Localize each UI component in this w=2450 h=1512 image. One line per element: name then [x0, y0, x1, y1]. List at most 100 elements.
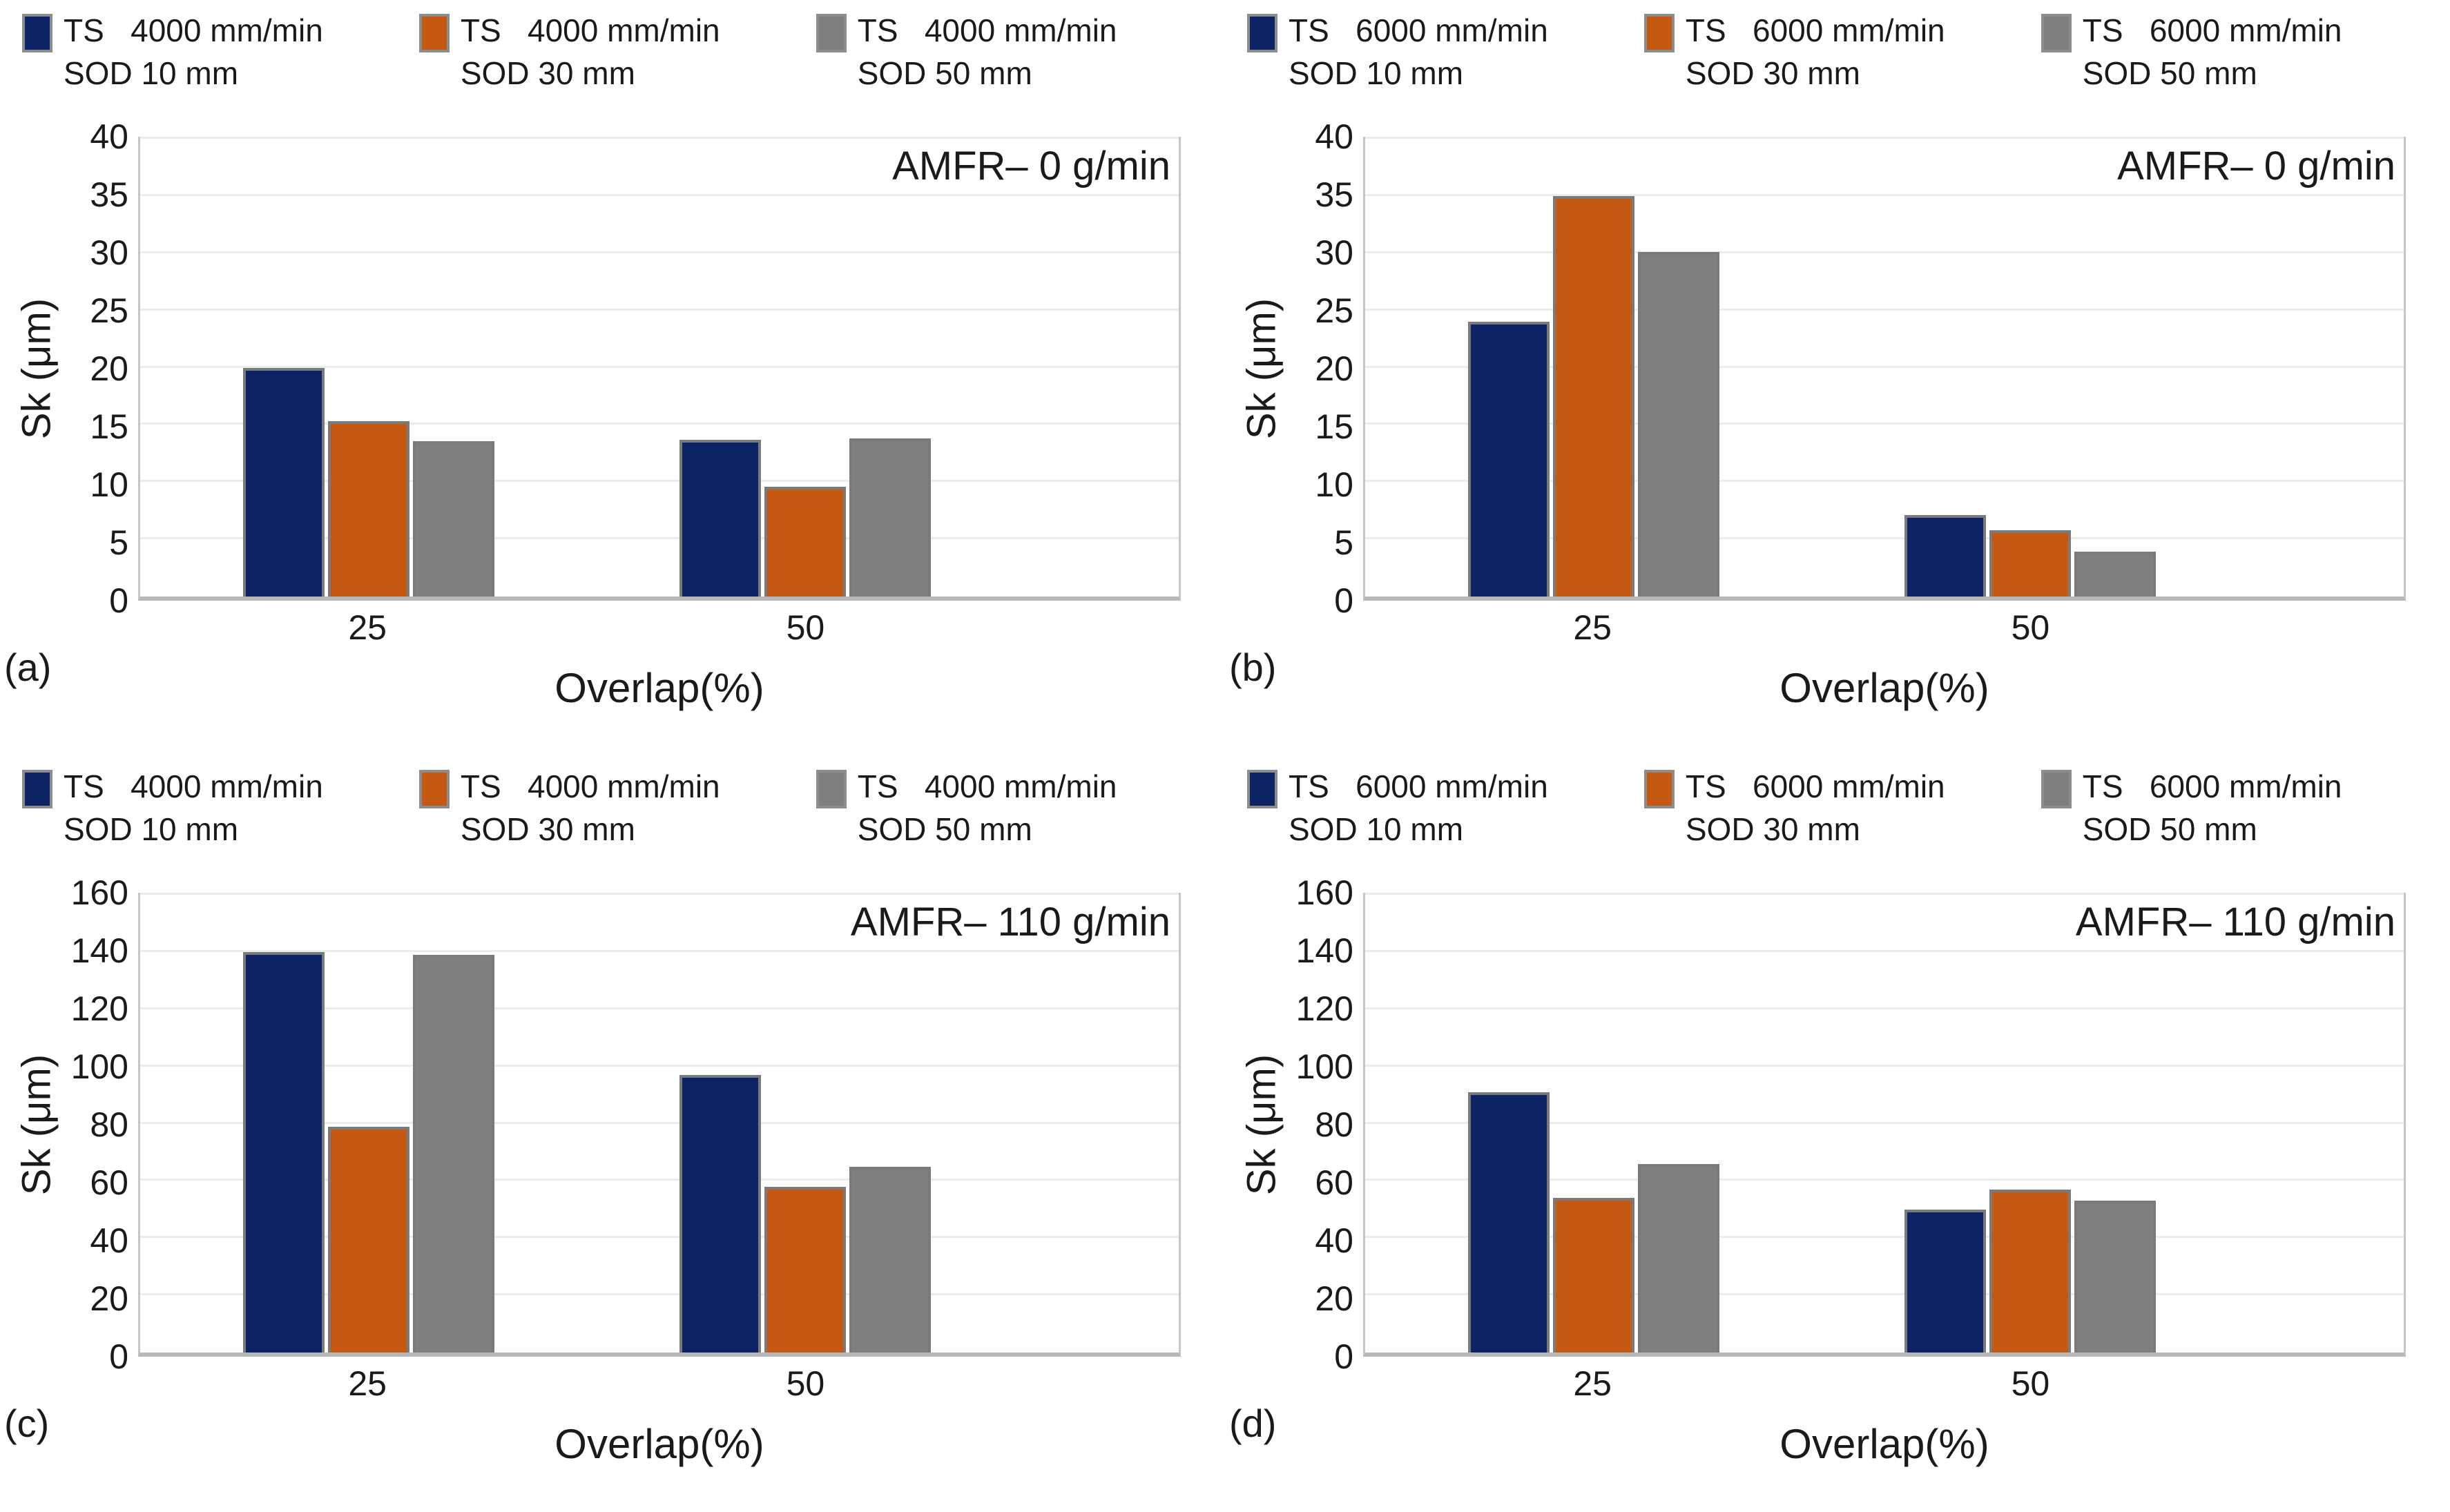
- chart-area: Sk (μm) 0 20 40 60 80 100 120 140 160 AMFR– 110 g/…: [1232, 875, 2450, 1374]
- plot-area: AMFR– 110 g/min: [138, 893, 1181, 1357]
- legend-swatch: [1247, 14, 1277, 52]
- y-tick-labels: 0 20 40 60 80 100 120 140 160: [66, 875, 138, 1374]
- y-axis-title-text: Sk (μm): [14, 1054, 59, 1196]
- y-tick-label: 0: [1334, 581, 1353, 620]
- y-tick-label: 140: [70, 931, 128, 970]
- chart-area: Sk (μm) 0 20 40 60 80 100 120 140 160 AMFR– 110 g/…: [7, 875, 1225, 1374]
- bar: [242, 951, 325, 1353]
- gridline: [1365, 480, 2404, 483]
- gridline: [140, 1179, 1179, 1181]
- plot-area: AMFR– 0 g/min: [138, 137, 1181, 601]
- x-tick-labels: 25 50: [1363, 601, 2406, 660]
- bar: [327, 421, 409, 597]
- legend-item: TS 6000 mm/min SOD 30 mm: [1643, 10, 2041, 127]
- y-tick-label: 40: [90, 117, 128, 156]
- legend-label-line1: TS 4000 mm/min: [64, 12, 323, 48]
- x-tick-labels: 25 50: [138, 601, 1181, 660]
- y-tick-label: 15: [90, 407, 128, 446]
- bar: [1637, 1163, 1719, 1353]
- bar: [1904, 1209, 1986, 1353]
- bar-group: [229, 895, 509, 1353]
- y-tick-label: 20: [1315, 349, 1353, 388]
- chart-area: Sk (μm) 0 5 10 15 20 25 30 35 40 AMFR– 0 g/min: [1232, 119, 2450, 618]
- legend-label-line2: SOD 50 mm: [857, 811, 1032, 847]
- legend-label-line1: TS 4000 mm/min: [460, 768, 720, 804]
- bar: [327, 1126, 409, 1353]
- y-tick-label: 60: [1315, 1163, 1353, 1202]
- legend-label-line2: SOD 30 mm: [1685, 55, 1860, 91]
- legend-swatch: [22, 770, 52, 808]
- gridline: [140, 949, 1179, 952]
- legend-item: TS 6000 mm/min SOD 50 mm: [2041, 766, 2438, 883]
- bar: [764, 486, 846, 597]
- y-tick-label: 10: [90, 465, 128, 504]
- y-axis-title-text: Sk (μm): [14, 298, 59, 440]
- y-tick-label: 40: [1315, 1221, 1353, 1260]
- chart-panel: TS 6000 mm/min SOD 10 mm TS 6000 mm/min SOD…: [1225, 756, 2450, 1512]
- legend-label-line2: SOD 50 mm: [857, 55, 1032, 91]
- y-tick-label: 10: [1315, 465, 1353, 504]
- legend-item: TS 4000 mm/min SOD 10 mm: [22, 766, 419, 883]
- y-tick-label: 5: [1334, 523, 1353, 562]
- gridline: [140, 1293, 1179, 1296]
- gridline: [1365, 137, 2404, 139]
- gridline: [140, 1007, 1179, 1009]
- legend-swatch: [418, 14, 450, 52]
- x-axis-title: Overlap(%): [554, 1421, 764, 1467]
- bar: [764, 1186, 846, 1353]
- bar: [1552, 195, 1634, 597]
- amfr-annotation: AMFR– 110 g/min: [2075, 900, 2395, 944]
- bar: [2074, 552, 2156, 597]
- gridline: [1365, 1064, 2404, 1067]
- bar: [849, 438, 931, 597]
- bar-group: [665, 895, 945, 1353]
- gridline: [140, 893, 1179, 895]
- bar-group: [1890, 139, 2170, 597]
- gridline: [140, 423, 1179, 425]
- legend-label-line1: TS 6000 mm/min: [1289, 12, 1548, 48]
- y-axis-title: Sk (μm): [1232, 893, 1291, 1357]
- y-tick-label: 80: [90, 1105, 128, 1144]
- x-tick-label: 25: [348, 608, 387, 647]
- legend-swatch: [418, 770, 450, 808]
- gridline: [1365, 193, 2404, 196]
- gridline: [1365, 1121, 2404, 1124]
- bar: [412, 955, 494, 1353]
- bar: [1989, 530, 2071, 597]
- panel-letter: (d): [1229, 1402, 1277, 1445]
- legend-label-line2: SOD 30 mm: [1685, 811, 1860, 847]
- x-tick-label: 25: [1573, 1364, 1612, 1403]
- y-tick-labels: 0 5 10 15 20 25 30 35 40: [1291, 119, 1363, 618]
- y-axis-title-text: Sk (μm): [1239, 1054, 1284, 1196]
- bar-group: [1454, 139, 1734, 597]
- y-tick-label: 120: [1295, 989, 1353, 1028]
- bar: [1467, 1092, 1550, 1353]
- amfr-annotation: AMFR– 0 g/min: [892, 144, 1170, 188]
- y-tick-label: 25: [90, 291, 128, 330]
- legend-label-line2: SOD 10 mm: [1289, 811, 1464, 847]
- y-tick-label: 35: [90, 175, 128, 214]
- legend-label-line2: SOD 30 mm: [460, 55, 635, 91]
- legend-label-line1: TS 6000 mm/min: [1685, 12, 1945, 48]
- gridline: [1365, 251, 2404, 253]
- gridline: [140, 308, 1179, 311]
- chart-panel: TS 4000 mm/min SOD 10 mm TS 4000 mm/min SOD…: [0, 0, 1225, 756]
- gridline: [1365, 423, 2404, 425]
- y-tick-label: 20: [1315, 1279, 1353, 1318]
- gridline: [140, 537, 1179, 540]
- legend-swatch: [22, 14, 52, 52]
- legend-label-line1: TS 6000 mm/min: [2082, 12, 2342, 48]
- y-tick-label: 15: [1315, 407, 1353, 446]
- gridline: [140, 480, 1179, 483]
- gridline: [1365, 893, 2404, 895]
- x-axis-title: Overlap(%): [1779, 665, 1989, 711]
- chart-panel: TS 4000 mm/min SOD 10 mm TS 4000 mm/min SOD…: [0, 756, 1225, 1512]
- legend-label-line2: SOD 10 mm: [64, 811, 239, 847]
- legend-label-line1: TS 6000 mm/min: [2082, 768, 2342, 804]
- bar: [1989, 1189, 2071, 1353]
- panel-letter: (a): [4, 646, 52, 689]
- x-axis-title: Overlap(%): [1779, 1421, 1989, 1467]
- legend-label-line2: SOD 10 mm: [1289, 55, 1464, 91]
- y-tick-label: 140: [1295, 931, 1353, 970]
